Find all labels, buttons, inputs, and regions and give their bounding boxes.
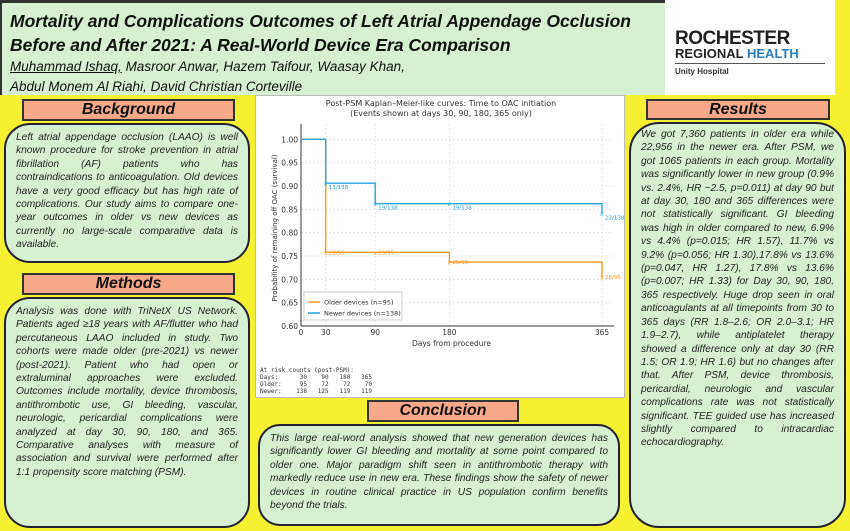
conclusion-text: This large real-word analysis showed tha…	[258, 424, 620, 526]
event-marker: x	[600, 211, 604, 218]
event-label: 25/95	[452, 260, 468, 266]
km-chart: Post-PSM Kaplan–Meier-like curves: Time …	[255, 95, 625, 398]
event-marker: x	[447, 260, 451, 267]
event-marker: x	[324, 250, 328, 257]
legend-label: Newer devices (n=138)	[324, 310, 401, 318]
logo-line-2: REGIONAL HEALTH	[675, 47, 825, 64]
event-label: 22/138	[605, 216, 625, 222]
background-heading: Background	[22, 99, 235, 121]
presenting-author: Muhammad Ishaq,	[10, 59, 122, 74]
results-heading: Results	[646, 99, 830, 120]
title-banner: Mortality and Complications Outcomes of …	[0, 0, 665, 95]
risk-table: At risk counts (post-PSM): Days: 30 90 1…	[260, 367, 372, 395]
event-marker: x	[600, 275, 604, 282]
event-marker: x	[373, 201, 377, 208]
authors-line-2: Abdul Monem Al Riahi, David Christian Co…	[10, 79, 303, 94]
y-tick-label: 0.65	[281, 299, 298, 308]
methods-text: Analysis was done with TriNetX US Networ…	[4, 297, 250, 528]
chart-subtitle: (Events shown at days 30, 90, 180, 365 o…	[350, 109, 532, 118]
y-tick-label: 0.85	[281, 205, 298, 214]
x-tick-label: 30	[321, 328, 331, 337]
y-tick-label: 0.95	[281, 159, 298, 168]
logo-line-3: Unity Hospital	[675, 67, 729, 76]
authors-line-1: Muhammad Ishaq, Masroor Anwar, Hazem Tai…	[10, 57, 657, 77]
background-text: Left atrial appendage occlusion (LAAO) i…	[4, 123, 250, 263]
event-label: 13/138	[329, 185, 349, 191]
x-axis-label: Days from procedure	[412, 339, 491, 348]
chart-title: Post-PSM Kaplan–Meier-like curves: Time …	[326, 99, 556, 108]
y-axis-label: Probability of remaining off OAC (surviv…	[271, 154, 279, 301]
event-label: 23/95	[329, 250, 345, 256]
y-tick-label: 1.00	[281, 135, 298, 144]
series-line-newer	[301, 138, 603, 214]
y-tick-label: 0.75	[281, 252, 298, 261]
methods-heading: Methods	[22, 273, 235, 295]
conclusion-heading: Conclusion	[367, 400, 519, 422]
x-tick-label: 180	[442, 328, 457, 337]
event-label: 19/138	[452, 206, 472, 212]
y-tick-label: 0.70	[281, 275, 298, 284]
legend-label: Older devices (n=95)	[324, 299, 394, 307]
x-tick-label: 365	[595, 328, 610, 337]
institution-logo: ROCHESTER REGIONAL HEALTH Unity Hospital	[665, 0, 835, 95]
event-label: 19/138	[378, 206, 398, 212]
y-tick-label: 0.90	[281, 182, 298, 191]
co-authors: Masroor Anwar, Hazem Taifour, Waasay Kha…	[121, 59, 405, 74]
x-tick-label: 90	[370, 328, 380, 337]
km-chart-svg: Post-PSM Kaplan–Meier-like curves: Time …	[271, 99, 625, 348]
event-marker: x	[324, 181, 328, 188]
x-tick-label: 0	[299, 328, 304, 337]
results-text: We got 7,360 patients in older era while…	[629, 122, 846, 528]
event-marker: x	[373, 250, 377, 257]
legend-box	[303, 291, 403, 321]
event-label: 28/95	[605, 275, 621, 281]
y-tick-label: 0.80	[281, 229, 298, 238]
poster-title: Mortality and Complications Outcomes of …	[10, 11, 631, 55]
y-tick-label: 0.60	[281, 322, 298, 331]
logo-line-1: ROCHESTER	[675, 28, 790, 49]
event-label: 23/95	[378, 250, 394, 256]
event-marker: x	[447, 201, 451, 208]
